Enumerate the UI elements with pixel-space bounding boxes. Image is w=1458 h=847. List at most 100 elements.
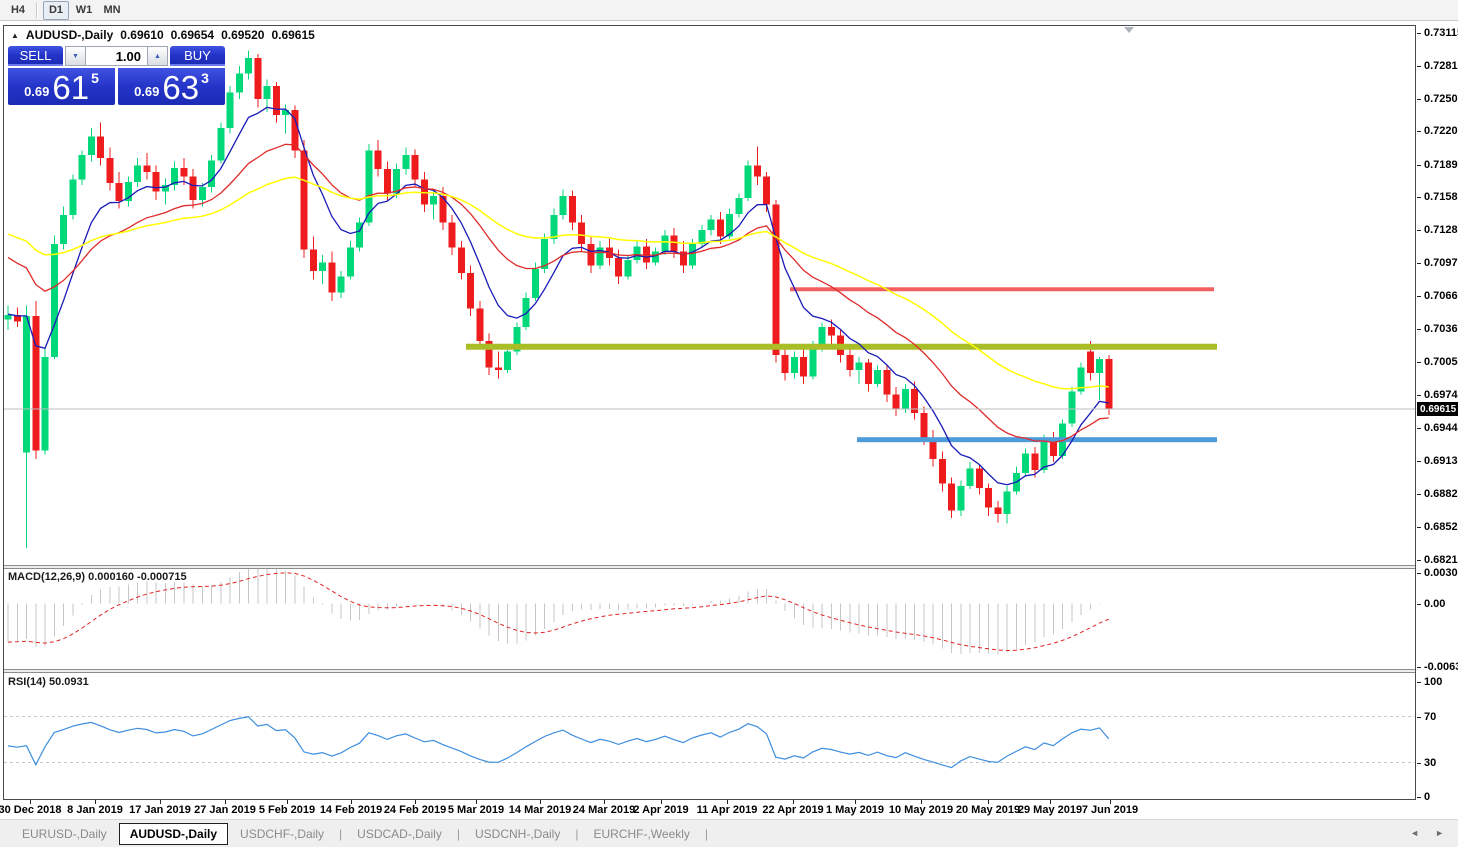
- candle: [901, 389, 909, 409]
- candle: [615, 258, 622, 277]
- candle: [504, 351, 511, 370]
- axis-tick: [1417, 461, 1421, 463]
- candle: [938, 459, 946, 484]
- date-axis-tick: [921, 800, 922, 804]
- timeframe-button-w1[interactable]: W1: [75, 4, 93, 16]
- collapse-arrow-icon[interactable]: ▲: [11, 30, 19, 40]
- candle: [356, 222, 363, 248]
- pane-splitter[interactable]: [4, 669, 1416, 673]
- candle: [32, 316, 40, 451]
- ohlc-high: 0.69654: [170, 28, 215, 42]
- candle: [300, 150, 308, 250]
- axis-tick: [1417, 230, 1421, 232]
- macd-signal-value: -0.000715: [137, 571, 187, 583]
- ma-slow-line: [7, 176, 1109, 390]
- tab-separator: |: [575, 826, 579, 841]
- axis-tick: [1417, 33, 1421, 34]
- axis-tick: [1417, 362, 1421, 364]
- candle: [402, 154, 410, 169]
- macd-label: MACD(12,26,9) 0.000160 -0.000715: [8, 571, 187, 583]
- price-pane[interactable]: [4, 26, 1416, 565]
- resistance-red-line[interactable]: [790, 287, 1214, 292]
- tab-usdcnh-daily[interactable]: USDCNH-,Daily: [474, 826, 561, 841]
- candle: [1049, 440, 1057, 456]
- candle: [346, 247, 354, 277]
- date-axis-label: 8 Jan 2019: [67, 804, 123, 816]
- volume-input[interactable]: 1.00: [86, 46, 147, 66]
- candle: [994, 507, 1002, 514]
- hline-objects-layer[interactable]: [466, 287, 1217, 443]
- macd-main-value: 0.000160: [88, 571, 134, 583]
- date-axis-label: 24 Feb 2019: [383, 804, 447, 816]
- candle: [106, 158, 114, 183]
- tab-eurusd-daily[interactable]: EURUSD-,Daily: [22, 826, 107, 841]
- pane-splitter[interactable]: [4, 565, 1416, 569]
- tab-usdchf-daily[interactable]: USDCHF-,Daily: [240, 826, 325, 841]
- sell-button[interactable]: SELL: [8, 46, 63, 66]
- candle: [642, 246, 650, 263]
- candle: [198, 187, 206, 201]
- timeframe-button-d1[interactable]: D1: [43, 0, 69, 20]
- tab-eurchf-weekly[interactable]: EURCHF-,Weekly: [593, 826, 690, 841]
- candle: [263, 86, 271, 100]
- candle: [633, 246, 641, 261]
- sell-big-figure: 0.69: [24, 84, 50, 99]
- sell-price-box[interactable]: 0.69 61 5: [8, 68, 115, 105]
- candle: [180, 167, 188, 177]
- volume-increase-button[interactable]: ▲: [147, 46, 168, 66]
- candle: [134, 165, 141, 182]
- candle: [1105, 359, 1113, 410]
- candle: [189, 176, 197, 201]
- price-axis-label: 0: [1424, 791, 1431, 803]
- volume-decrease-button[interactable]: ▼: [65, 46, 86, 66]
- candle: [1040, 440, 1048, 470]
- timeframe-button-h4[interactable]: H4: [10, 4, 26, 16]
- candle: [929, 437, 937, 460]
- toolbar-separator: [36, 2, 38, 18]
- support-olive-line[interactable]: [466, 343, 1217, 350]
- candle: [624, 260, 632, 277]
- price-axis-label: -0.00631: [1424, 661, 1458, 673]
- candle: [846, 354, 854, 370]
- axis-tick: [1417, 560, 1421, 562]
- date-axis-tick: [1110, 800, 1111, 804]
- date-axis-label: 5 Feb 2019: [258, 804, 316, 816]
- date-axis-tick: [727, 800, 728, 804]
- tab-scroll-left-icon[interactable]: ◄: [1410, 828, 1420, 838]
- tab-usdcad-daily[interactable]: USDCAD-,Daily: [357, 826, 442, 841]
- date-axis-tick: [1050, 800, 1051, 804]
- candle: [1077, 367, 1085, 392]
- buy-button[interactable]: BUY: [170, 46, 225, 66]
- macd-name: MACD(12,26,9): [8, 571, 86, 583]
- rsi-pane[interactable]: [4, 673, 1416, 799]
- date-axis-label: 30 Dec 2018: [0, 804, 62, 816]
- candle: [800, 356, 807, 377]
- candle: [23, 316, 30, 453]
- buy-price-box[interactable]: 0.69 63 3: [118, 68, 225, 105]
- candle: [920, 412, 928, 438]
- tab-audusd-daily[interactable]: AUDUSD-,Daily: [118, 822, 229, 845]
- timeframe-button-mn[interactable]: MN: [103, 4, 121, 16]
- candle: [272, 86, 280, 116]
- axis-tick: [1417, 164, 1421, 166]
- candle: [985, 488, 992, 508]
- chart-shift-marker-icon[interactable]: [1124, 27, 1134, 33]
- price-axis-label: 0.71585: [1424, 191, 1458, 204]
- candle: [698, 230, 706, 245]
- support-blue-line[interactable]: [857, 437, 1217, 443]
- macd-pane[interactable]: [4, 569, 1416, 669]
- spin-down-icon: ▼: [72, 52, 79, 60]
- date-axis-label: 10 May 2019: [888, 804, 954, 816]
- candle: [217, 128, 225, 161]
- date-axis-tick: [661, 800, 662, 804]
- rsi-line: [7, 716, 1110, 769]
- date-axis[interactable]: 30 Dec 2018 8 Jan 2019 17 Jan 2019 27 Jan 2…: [0, 800, 1417, 818]
- buy-pipette: 3: [201, 70, 209, 86]
- candle: [1068, 391, 1076, 424]
- tab-separator: |: [704, 826, 709, 841]
- tab-scroll-right-icon[interactable]: ►: [1435, 828, 1444, 838]
